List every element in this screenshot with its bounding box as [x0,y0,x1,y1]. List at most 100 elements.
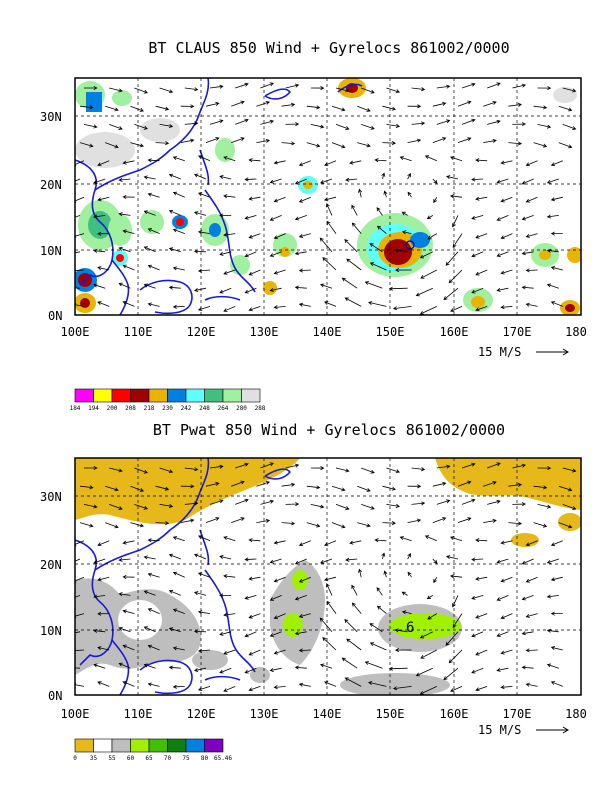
panel-1-ytick-0n: 0N [48,309,62,323]
wind-arrow [432,517,447,523]
wind-arrow [546,214,559,219]
wind-arrow [143,175,156,180]
wind-arrow [105,142,119,149]
wind-arrow [209,499,224,505]
wind-arrow [75,215,81,218]
wind-arrow [386,467,400,474]
wind-arrow [475,686,488,692]
wind-arrow [97,576,110,582]
wind-arrow [407,518,422,523]
wind-arrow [130,142,145,148]
panel-1-xtick-180: 180 [565,325,587,339]
wind-arrow [260,462,274,469]
wind-arrow [487,499,501,505]
wind-arrow [319,617,333,633]
panel-2-colorbar-label: 35 [90,755,98,762]
wind-arrow [105,485,119,492]
panel-1-x-axis: 100E 110E 120E 130E 140E 150E 160E 170E … [61,325,587,339]
wind-arrow [407,191,412,198]
wind-arrow [130,522,145,528]
wind-arrow [457,100,472,107]
wind-arrow [448,269,463,284]
wind-arrow [244,287,257,294]
wind-arrow [452,613,463,628]
wind-arrow [450,686,463,692]
panel-2-ytick-10n: 10N [40,624,62,638]
wind-arrow [172,156,185,162]
wind-arrow [122,160,135,165]
wind-arrow [205,101,220,107]
wind-arrow [415,287,433,297]
wind-arrow [420,649,437,659]
wind-arrow [361,504,375,510]
wind-arrow [471,251,484,258]
wind-arrow [172,304,185,309]
wind-arrow [223,232,236,237]
wind-arrow [388,666,408,671]
wind-arrow [426,595,434,600]
wind-arrow [345,557,358,562]
wind-arrow [411,121,426,126]
wind-arrow [471,667,484,674]
panel-2-colorbar-label: 70 [164,755,172,762]
wind-arrow [550,611,563,616]
wind-arrow [256,480,270,487]
wind-arrow [310,124,325,129]
panel-1-colorbar-label: 194 [88,405,99,412]
wind-arrow [310,466,325,471]
wind-arrow [172,266,185,271]
wind-arrow [244,177,257,182]
wind-arrow [401,591,408,596]
wind-arrow [281,521,296,526]
wind-arrow [184,87,199,92]
wind-arrow [344,677,362,687]
wind-arrow [118,592,131,597]
wind-arrow [231,100,245,107]
wind-arrow [550,576,563,582]
wind-arrow [180,104,195,109]
wind-arrow [426,215,434,220]
wind-arrow [407,553,411,560]
wind-arrow [134,504,148,510]
wind-arrow [248,233,261,239]
panel-2-pwat-shading [75,458,581,695]
wind-arrow [525,540,538,547]
wind-arrow [471,631,484,638]
wind-arrow [97,681,110,687]
panel-2-colorbar-swatch [111,738,131,753]
wind-arrow [525,613,538,618]
wind-arrow [172,191,185,198]
panel-1-colorbar-label: 218 [144,405,155,412]
wind-arrow [419,686,437,695]
wind-arrow [386,503,401,508]
panel-1-colorbar-label: 242 [181,405,192,412]
wind-arrow [407,571,412,578]
panel-2-map: 6 [74,457,582,696]
wind-arrow [508,141,523,146]
wind-arrow [244,251,257,258]
wind-arrow [294,215,307,221]
wind-arrow [521,285,534,290]
wind-arrow [436,464,451,469]
wind-arrow [223,686,236,692]
wind-arrow [533,485,548,490]
panel-2-xtick-170e: 170E [503,707,532,721]
wind-arrow [533,105,548,110]
wind-arrow [168,553,181,560]
panel-1-xtick-100e: 100E [61,325,90,339]
wind-arrow [155,521,170,526]
wind-arrow [235,498,249,505]
wind-arrow [394,268,412,273]
wind-arrow [109,504,123,510]
wind-arrow [546,283,559,289]
wind-arrow [75,667,81,669]
panel-2-colorbar-label: 55 [108,755,116,762]
wind-arrow [219,287,232,294]
wind-arrow [83,124,98,129]
wind-arrow [512,83,527,89]
wind-arrow [443,287,459,301]
wind-arrow [351,602,362,614]
wind-arrow [75,648,85,653]
wind-arrow [496,595,509,601]
wind-arrow [281,102,296,107]
